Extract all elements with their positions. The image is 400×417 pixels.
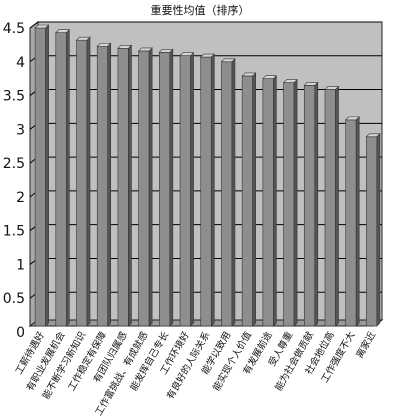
bar bbox=[75, 36, 91, 327]
x-tick-label: 离家近 bbox=[354, 329, 379, 360]
bar-side bbox=[293, 78, 298, 327]
bar-top bbox=[282, 79, 298, 84]
bar bbox=[96, 42, 112, 327]
bar bbox=[324, 85, 340, 327]
bar-front bbox=[117, 47, 129, 327]
y-tick-label: 0.5 bbox=[3, 291, 25, 307]
bar-front bbox=[159, 52, 171, 327]
bar-top bbox=[365, 133, 381, 138]
bar-front bbox=[241, 75, 253, 327]
bar-top bbox=[179, 52, 195, 56]
bar-side bbox=[66, 29, 70, 327]
bar bbox=[55, 29, 71, 327]
bar-top bbox=[241, 72, 257, 77]
bar-top bbox=[200, 53, 215, 58]
bar bbox=[179, 51, 195, 327]
x-axis-labels: 工薪待遇好有职业发展机会能不断学习新知识工作稳定有保障有团队归属感工作富挑战、有… bbox=[13, 329, 379, 417]
bar-front bbox=[96, 45, 109, 327]
bar-side bbox=[273, 74, 277, 327]
bar-top bbox=[262, 75, 278, 79]
bar-side bbox=[148, 47, 153, 327]
bar bbox=[262, 74, 278, 327]
y-tick-label: 4 bbox=[16, 55, 25, 71]
y-tick-label: 3 bbox=[16, 122, 25, 138]
bar bbox=[303, 81, 319, 327]
bar-top bbox=[96, 42, 112, 47]
bar-top bbox=[34, 24, 50, 29]
bar-top bbox=[75, 36, 91, 41]
bar-front bbox=[283, 82, 295, 327]
bar-side bbox=[355, 116, 360, 327]
bar bbox=[158, 48, 174, 327]
bar-front bbox=[34, 27, 46, 327]
bar-side bbox=[107, 42, 112, 327]
gridline bbox=[29, 21, 382, 29]
y-tick-label: 1 bbox=[16, 257, 25, 273]
bar bbox=[137, 47, 153, 327]
bar-front bbox=[138, 50, 150, 327]
y-tick-label: 0 bbox=[16, 325, 25, 341]
bar-top bbox=[158, 49, 174, 53]
bar-side bbox=[335, 85, 339, 327]
y-tick-label: 2.5 bbox=[3, 156, 25, 172]
y-tick-label: 3.5 bbox=[3, 89, 25, 105]
bar-front bbox=[55, 32, 67, 327]
bar-front bbox=[303, 85, 316, 327]
bar-front bbox=[200, 56, 212, 327]
bar bbox=[117, 44, 133, 327]
bar-side bbox=[314, 81, 319, 327]
bar-front bbox=[366, 136, 378, 327]
bar-top bbox=[117, 44, 133, 49]
bar bbox=[241, 72, 257, 327]
bar-front bbox=[221, 61, 233, 327]
y-tick-label: 1.5 bbox=[3, 224, 25, 240]
bar-top bbox=[324, 86, 340, 90]
bar-front bbox=[262, 78, 274, 327]
bar-side bbox=[86, 36, 91, 327]
bar bbox=[220, 58, 236, 327]
bar bbox=[282, 78, 298, 327]
bar-side bbox=[231, 58, 236, 327]
bar bbox=[365, 133, 381, 327]
bar-top bbox=[137, 47, 153, 52]
bar-top bbox=[303, 82, 319, 86]
bar-front bbox=[324, 89, 336, 327]
bar-series bbox=[34, 24, 381, 327]
bar bbox=[34, 24, 50, 327]
bar bbox=[200, 53, 215, 327]
bar-side bbox=[169, 48, 174, 327]
bar-front bbox=[345, 119, 357, 327]
bar-side bbox=[128, 44, 132, 327]
bar bbox=[344, 116, 360, 327]
chart-title: 重要性均值（排序） bbox=[151, 3, 250, 17]
y-tick-label: 4.5 bbox=[3, 21, 25, 37]
bar-side bbox=[190, 51, 194, 327]
bar-top bbox=[55, 29, 71, 34]
bar-front bbox=[179, 55, 191, 327]
y-tick-label: 2 bbox=[16, 190, 25, 206]
bar-side bbox=[45, 24, 49, 327]
bar-front bbox=[76, 39, 88, 327]
bar-side bbox=[376, 133, 381, 327]
y-axis: 0 0.5 1 1.5 2 2.5 3 3.5 4 4.5 bbox=[3, 21, 25, 341]
bar-top bbox=[220, 58, 236, 63]
bar-side bbox=[210, 53, 215, 327]
bar-top bbox=[344, 116, 360, 121]
bar-side bbox=[252, 72, 256, 327]
